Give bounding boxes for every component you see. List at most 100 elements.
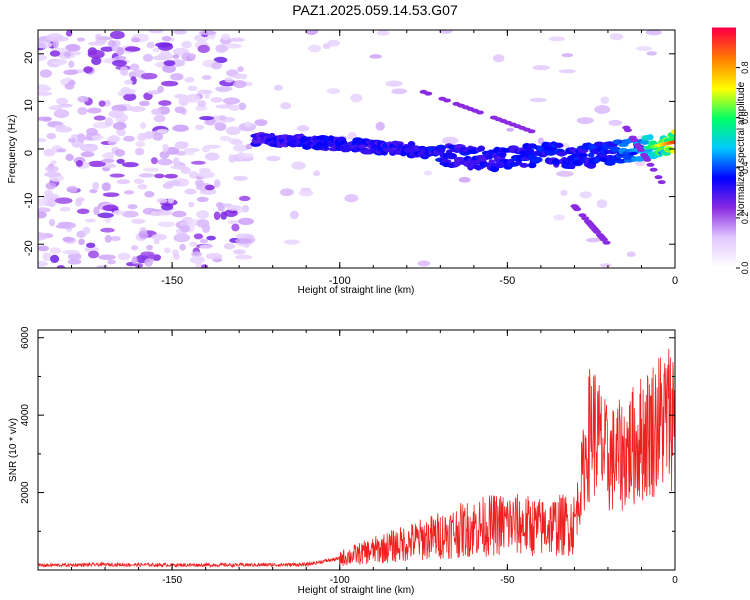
noise-blob <box>206 235 216 241</box>
noise-blob <box>43 148 55 157</box>
noise-blob <box>83 66 93 74</box>
noise-blob <box>123 93 137 102</box>
noise-blob <box>128 106 146 112</box>
colorbar-segment <box>712 139 736 143</box>
noise-blob <box>596 199 608 209</box>
noise-blob <box>423 170 433 176</box>
colorbar-segment <box>712 177 736 181</box>
colorbar-segment <box>712 125 736 129</box>
noise-blob <box>556 170 574 177</box>
noise-blob <box>227 220 238 225</box>
noise-blob <box>155 42 173 48</box>
noise-blob <box>56 265 65 268</box>
noise-blob <box>45 182 57 190</box>
colorbar-segment <box>712 217 736 221</box>
colorbar-segment <box>712 117 736 121</box>
ridge-cell <box>441 159 452 164</box>
noise-blob <box>92 181 100 191</box>
noise-blob <box>78 238 85 246</box>
y-tick-label: 2000 <box>20 481 31 504</box>
noise-blob <box>140 122 147 129</box>
noise-blob <box>42 252 52 262</box>
y-tick-label: 4000 <box>20 404 31 427</box>
colorbar-segment <box>712 243 736 247</box>
noise-blob <box>100 158 115 163</box>
noise-blob <box>80 143 99 153</box>
noise-blob <box>125 46 139 52</box>
colorbar-segment <box>712 151 736 155</box>
noise-blob <box>344 194 359 203</box>
noise-blob <box>104 234 112 243</box>
ridge-cell <box>578 152 588 158</box>
noise-blob <box>87 107 102 114</box>
colorbar-segment <box>712 49 736 53</box>
noise-blob <box>103 99 111 107</box>
noise-blob <box>50 160 57 165</box>
noise-blob <box>54 197 73 204</box>
noise-blob <box>171 210 187 218</box>
noise-blob <box>152 47 160 53</box>
colorbar-segment <box>712 93 736 97</box>
noise-blob <box>196 218 210 228</box>
noise-blob <box>197 100 207 108</box>
snr-frame <box>37 329 676 571</box>
noise-blob <box>62 249 80 255</box>
noise-blob <box>135 141 146 147</box>
noise-blob <box>45 165 59 173</box>
noise-blob <box>214 122 227 131</box>
noise-blob <box>232 73 244 79</box>
noise-blob <box>190 160 206 165</box>
colorbar-segment <box>712 185 736 189</box>
noise-blob <box>298 189 314 197</box>
colorbar-segment <box>712 129 736 133</box>
colorbar-segment <box>712 195 736 199</box>
noise-blob <box>48 105 63 111</box>
colorbar-segment <box>712 239 736 243</box>
noise-blob <box>56 148 67 153</box>
noise-blob <box>38 232 48 241</box>
x-tick-label: -50 <box>499 275 515 287</box>
noise-blob <box>154 173 165 179</box>
noise-blob <box>54 124 67 129</box>
noise-blob <box>210 97 223 103</box>
streak-cell <box>602 240 611 245</box>
noise-blob <box>107 39 116 48</box>
noise-blob <box>162 143 169 153</box>
noise-blob <box>576 117 594 124</box>
noise-blob <box>181 40 193 49</box>
y-tick-label: -20 <box>23 240 35 256</box>
colorbar-segment <box>712 33 736 37</box>
noise-blob <box>116 179 130 185</box>
noise-blob <box>38 198 46 207</box>
noise-blob <box>117 252 131 261</box>
noise-blob <box>129 63 140 71</box>
noise-blob <box>67 252 82 261</box>
noise-blob <box>157 85 164 93</box>
streak-cell <box>578 213 587 218</box>
colorbar-segment <box>712 83 736 87</box>
colorbar-segment <box>712 29 736 33</box>
ridge-cell <box>646 134 654 141</box>
colorbar-segment <box>712 211 736 215</box>
colorbar-segment <box>712 39 736 43</box>
noise-blob <box>537 137 544 145</box>
noise-blob <box>146 244 153 251</box>
noise-blob <box>441 136 459 145</box>
noise-blob <box>438 30 453 34</box>
chart-title: PAZ1.2025.059.14.53.G07 <box>292 2 458 18</box>
ridge-cell <box>640 140 650 145</box>
noise-blob <box>52 39 59 49</box>
colorbar-segment <box>712 183 736 187</box>
colorbar-segment <box>712 45 736 49</box>
noise-blob <box>76 37 86 42</box>
noise-blob <box>96 265 108 268</box>
noise-blob <box>305 30 319 36</box>
noise-blob <box>93 115 106 121</box>
y-tick-label: -10 <box>23 193 35 209</box>
colorbar-segment <box>712 31 736 35</box>
ridge-cell <box>519 162 529 168</box>
colorbar-segment <box>712 77 736 81</box>
noise-blob <box>148 30 164 34</box>
noise-blob <box>77 133 86 142</box>
